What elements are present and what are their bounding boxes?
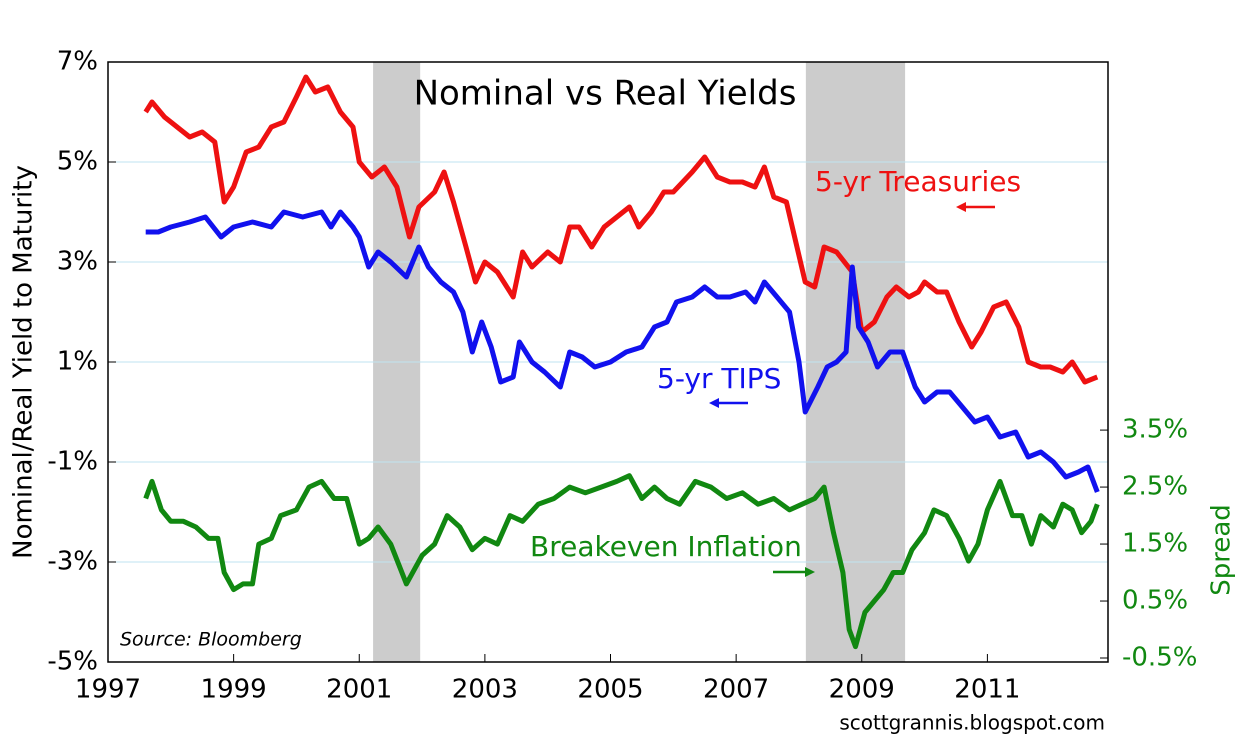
y-tick-label: 1% <box>57 347 98 377</box>
y-tick-label: 5% <box>57 147 98 177</box>
x-tick-label: 1999 <box>201 675 267 705</box>
arrow-head <box>956 202 966 212</box>
y-tick-label: 7% <box>57 47 98 77</box>
x-tick-label: 2001 <box>326 675 392 705</box>
y-tick-label: -1% <box>47 447 98 477</box>
watermark: scottgrannis.blogspot.com <box>839 711 1105 735</box>
under-layer <box>108 61 1108 663</box>
series-label: 5-yr Treasuries <box>815 165 1021 198</box>
series-line <box>143 473 1100 650</box>
y2-tick-label: 0.5% <box>1122 586 1188 616</box>
y2-tick-label: -0.5% <box>1122 643 1197 673</box>
x-tick-label: 2011 <box>954 675 1020 705</box>
y-axis-label: Nominal/Real Yield to Maturity <box>9 165 39 559</box>
chart-title: Nominal vs Real Yields <box>414 74 797 114</box>
series-label: Breakeven Inflation <box>530 530 802 563</box>
x-tick-label: 2007 <box>703 675 769 705</box>
y-tick-label: 3% <box>57 247 98 277</box>
x-tick-label: 2009 <box>829 675 895 705</box>
series-label: 5-yr TIPS <box>657 362 781 395</box>
arrow-head <box>805 567 815 577</box>
y2-tick-label: 2.5% <box>1122 472 1188 502</box>
arrow-head <box>709 398 719 408</box>
y2-axis-label: Spread <box>1207 504 1237 596</box>
series-line <box>145 209 1100 493</box>
y-tick-label: -5% <box>47 647 98 677</box>
y2-tick-label: 1.5% <box>1122 529 1188 559</box>
source-note: Source: Bloomberg <box>120 629 302 651</box>
x-tick-label: 2003 <box>452 675 518 705</box>
x-tick-label: 1997 <box>75 675 141 705</box>
x-tick-label: 2005 <box>577 675 643 705</box>
arrows <box>709 202 995 577</box>
y-tick-label: -3% <box>47 547 98 577</box>
y2-tick-label: 3.5% <box>1122 415 1188 445</box>
series-line <box>143 74 1099 385</box>
